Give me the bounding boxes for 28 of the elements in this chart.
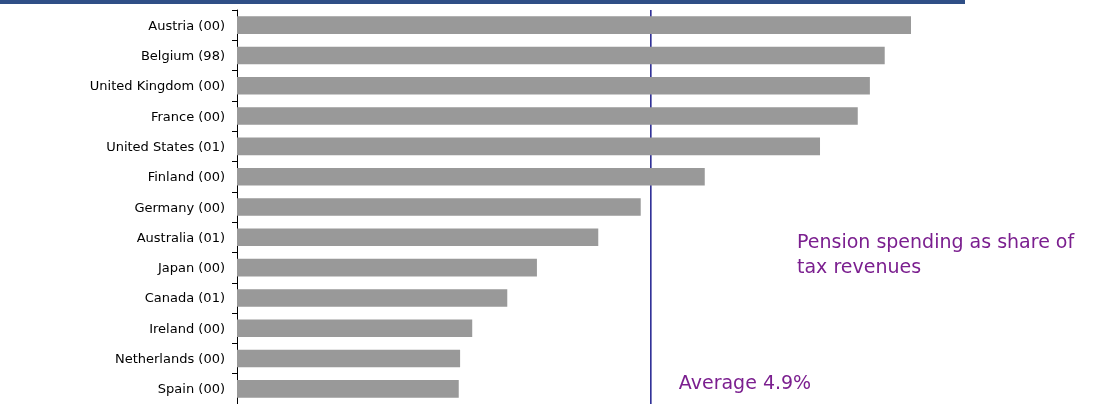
bar bbox=[237, 349, 461, 368]
y-tick-label: Netherlands (00) bbox=[114, 351, 225, 367]
bar bbox=[237, 76, 870, 95]
bar bbox=[237, 198, 641, 216]
y-tick-label: Japan (00) bbox=[156, 260, 225, 276]
y-tick-label: Ireland (00) bbox=[149, 320, 225, 336]
y-tick-label: Austria (00) bbox=[148, 17, 225, 33]
bar bbox=[237, 258, 537, 277]
y-tick-label: United Kingdom (00) bbox=[89, 78, 225, 94]
bar bbox=[237, 46, 885, 65]
bar bbox=[237, 289, 508, 307]
y-tick-label: France (00) bbox=[150, 108, 225, 124]
bar bbox=[237, 167, 705, 186]
ref-line-label: Average 4.9% bbox=[678, 370, 812, 393]
bar bbox=[237, 228, 599, 247]
y-tick-label: Finland (00) bbox=[147, 169, 225, 185]
bar bbox=[237, 137, 821, 156]
bar bbox=[237, 16, 911, 34]
y-tick-label: Belgium (98) bbox=[140, 47, 225, 63]
y-tick-label: Germany (00) bbox=[134, 199, 225, 215]
y-tick-label: Canada (01) bbox=[144, 290, 225, 306]
bar bbox=[237, 380, 459, 398]
bar bbox=[237, 319, 473, 338]
y-tick-label: Spain (00) bbox=[157, 381, 225, 397]
annotation: Pension spending as share of tax revenues bbox=[797, 229, 1081, 277]
y-tick-label: Australia (01) bbox=[136, 229, 225, 245]
y-tick-label: United States (01) bbox=[106, 138, 225, 154]
bar bbox=[237, 107, 858, 125]
